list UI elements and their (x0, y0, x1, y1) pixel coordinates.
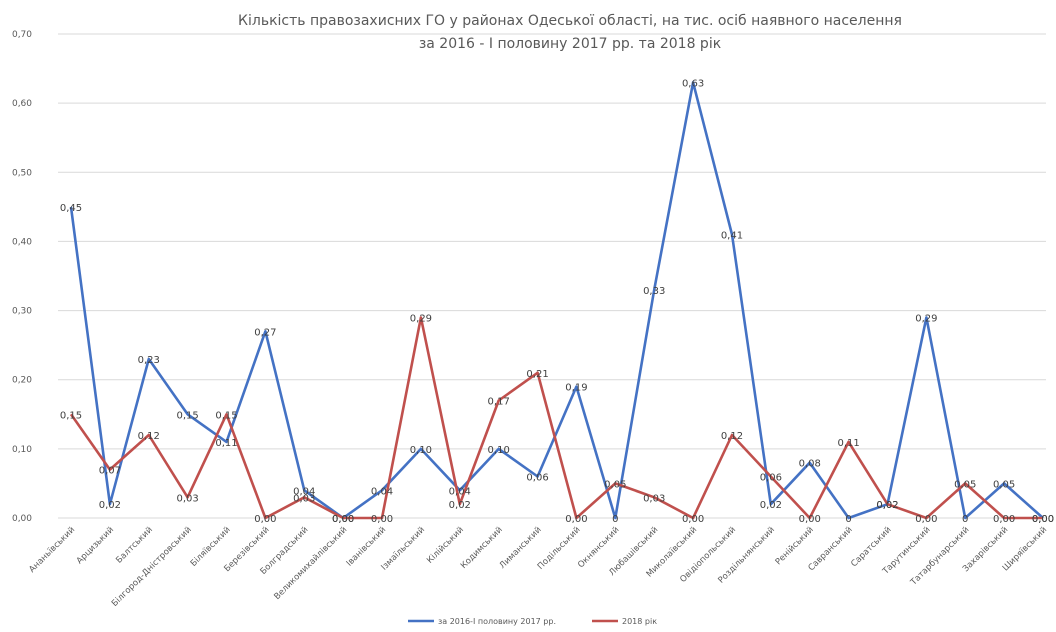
data-label: 0,41 (721, 231, 743, 242)
data-label: 0,12 (721, 431, 743, 442)
y-tick-label: 0,40 (12, 237, 32, 247)
data-label: 0,33 (643, 286, 665, 297)
data-label: 0,27 (254, 327, 276, 338)
data-label: 0,08 (799, 459, 821, 470)
legend-label-1: за 2016-І половину 2017 рр. (438, 617, 556, 626)
x-tick-label: Ананьївський (27, 525, 77, 575)
data-label: 0,03 (177, 493, 199, 504)
y-tick-label: 0,60 (12, 99, 32, 109)
data-label: 0,02 (99, 500, 121, 511)
y-tick-label: 0,20 (12, 376, 32, 386)
data-label: 0,11 (215, 438, 237, 449)
data-label: 0,29 (410, 313, 432, 324)
data-label: 0,04 (371, 486, 393, 497)
data-label: 0,15 (177, 410, 199, 421)
data-label: 0,06 (760, 473, 782, 484)
data-label: 0,02 (760, 500, 782, 511)
legend-label-2: 2018 рік (622, 617, 657, 626)
data-label: 0 (612, 514, 618, 525)
data-label: 0,19 (565, 383, 587, 394)
y-tick-label: 0,30 (12, 307, 32, 317)
data-label: 0,23 (138, 355, 160, 366)
data-label: 0,15 (60, 410, 82, 421)
data-label: 0,03 (293, 493, 315, 504)
chart-subtitle: за 2016 - І половину 2017 рр. та 2018 рі… (419, 36, 721, 52)
data-label: 0,17 (488, 396, 510, 407)
series-lines (69, 81, 1044, 520)
x-tick-label: Кілійський (425, 525, 466, 566)
x-tick-label: Великомихайлівський (272, 525, 349, 602)
x-tick-label: Арцизький (75, 525, 116, 566)
data-label: 0,05 (993, 479, 1015, 490)
data-label: 0,07 (99, 466, 121, 477)
data-label: 0,45 (60, 203, 82, 214)
x-tick-label: Ренійський (774, 525, 816, 567)
data-label: 0,21 (526, 369, 548, 380)
data-label: 0,00 (799, 514, 821, 525)
x-axis: АнаньївськийАрцизькийБалтськийБілгород-Д… (27, 525, 1049, 609)
data-label: 0,10 (410, 445, 432, 456)
series-line-1 (69, 81, 1044, 520)
data-label: 0,00 (1032, 514, 1054, 525)
x-tick-label: Балтський (114, 525, 155, 566)
data-label: 0,00 (332, 514, 354, 525)
data-label: 0,05 (954, 479, 976, 490)
data-label: 0 (962, 514, 968, 525)
data-label: 0,00 (682, 514, 704, 525)
data-label: 0,03 (643, 493, 665, 504)
data-label: 0,06 (526, 473, 548, 484)
data-label: 0,04 (449, 486, 471, 497)
data-label: 0,00 (993, 514, 1015, 525)
data-label: 0,11 (837, 438, 859, 449)
data-label: 0,00 (1032, 514, 1054, 525)
y-tick-label: 0,50 (12, 168, 32, 178)
data-label: 0,12 (138, 431, 160, 442)
data-label: 0,00 (371, 514, 393, 525)
data-label: 0,00 (254, 514, 276, 525)
data-label: 0,29 (915, 313, 937, 324)
data-label: 0,00 (332, 514, 354, 525)
series-line-2 (69, 316, 1043, 520)
data-label: 0,15 (215, 410, 237, 421)
data-label: 0,10 (488, 445, 510, 456)
chart-title: Кількість правозахисних ГО у районах Оде… (238, 13, 902, 29)
data-labels: 0,45 0,02 0,23 0,15 0,11 0,27 0,04 0,00 0,04 0,10… (60, 78, 1054, 525)
data-label: 0,02 (876, 500, 898, 511)
y-axis: 0,00 0,10 0,20 0,30 0,40 0,50 0,60 0,70 (12, 30, 32, 524)
data-label: 0,00 (565, 514, 587, 525)
data-label: 0,05 (604, 479, 626, 490)
data-label: 0,02 (876, 500, 898, 511)
data-label: 0 (845, 514, 851, 525)
gridlines (58, 33, 1046, 519)
x-tick-label: Білгород-Дністровський (110, 525, 194, 609)
data-label: 0,63 (682, 78, 704, 89)
data-label: 0,02 (449, 500, 471, 511)
legend: за 2016-І половину 2017 рр. 2018 рік (408, 617, 657, 626)
data-label: 0,04 (293, 486, 315, 497)
y-tick-label: 0,10 (12, 445, 32, 455)
y-tick-label: 0,00 (12, 514, 32, 524)
data-label: 0,00 (915, 514, 937, 525)
y-tick-label: 0,70 (12, 30, 32, 40)
